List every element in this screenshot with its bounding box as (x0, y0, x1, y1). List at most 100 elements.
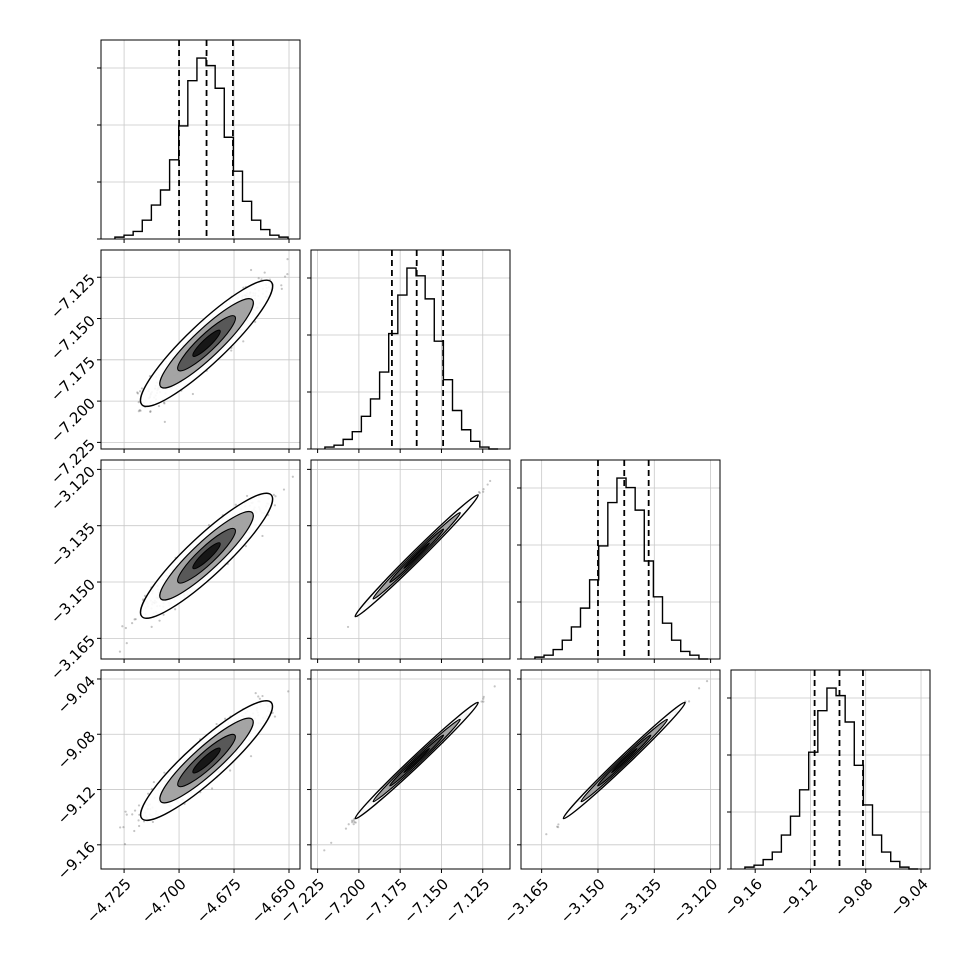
panel-frame (100, 459, 301, 660)
y-tick-label: −7.125 (47, 271, 99, 323)
sample-point (493, 685, 496, 688)
sample-point (118, 650, 122, 653)
x-tick-label: −3.120 (669, 875, 721, 927)
sample-point (254, 320, 257, 323)
y-tick-label: −9.16 (54, 838, 99, 883)
sample-point (141, 598, 145, 601)
sample-point (133, 809, 137, 812)
x-tick-label: −7.200 (318, 875, 370, 927)
sample-point (139, 409, 142, 412)
sample-point (261, 534, 264, 538)
x-tick-label: −7.150 (400, 875, 452, 927)
sample-point (280, 284, 283, 287)
sample-point (136, 391, 139, 394)
sample-point (97, 433, 99, 435)
sample-point (151, 820, 154, 824)
sample-point (478, 491, 481, 494)
contour-level (403, 542, 431, 569)
y-tick-label: −7.175 (47, 353, 99, 405)
density (97, 257, 289, 435)
panel-frame (310, 249, 511, 450)
sample-point (138, 408, 141, 412)
contour-level (611, 747, 638, 774)
sample-point (210, 787, 214, 790)
sample-point (323, 849, 326, 852)
sample-point (480, 700, 483, 703)
panel-frame (100, 39, 301, 240)
x-tick-label: −7.175 (359, 875, 411, 927)
panel-frame (100, 249, 301, 450)
sample-point (545, 833, 548, 836)
x-tick-label: −9.16 (721, 875, 766, 920)
sample-point (150, 625, 153, 628)
contour-level (403, 747, 431, 774)
y-tick-label: −7.150 (47, 312, 99, 364)
sample-point (136, 392, 140, 395)
sample-point (344, 827, 348, 830)
sample-point (291, 475, 294, 478)
sample-point (207, 523, 211, 527)
scatter-panel-4-2 (307, 669, 511, 873)
sample-point (131, 813, 134, 816)
sample-point (351, 819, 354, 822)
sample-point (121, 625, 124, 628)
sample-point (138, 390, 142, 393)
sample-point (273, 504, 276, 507)
sample-point (698, 687, 701, 690)
density (545, 679, 709, 836)
sample-point (137, 401, 140, 404)
sample-point (249, 268, 253, 272)
sample-point (353, 820, 356, 824)
x-tick-label: −9.12 (776, 875, 821, 920)
sample-point (557, 826, 560, 829)
density (119, 690, 290, 846)
sample-point (280, 287, 283, 290)
panel-frame (520, 669, 721, 870)
sample-point (477, 490, 481, 494)
sample-point (263, 271, 266, 274)
sample-point (131, 621, 134, 625)
sample-point (286, 272, 289, 276)
sample-point (260, 278, 263, 281)
sample-point (273, 715, 277, 718)
x-tick-label: −7.125 (442, 875, 494, 927)
sample-point (158, 619, 161, 622)
x-tick-label: −3.165 (500, 875, 552, 927)
sample-point (282, 488, 286, 491)
sample-point (242, 340, 245, 343)
contour-level (192, 747, 221, 774)
sample-point (272, 493, 275, 496)
sample-point (257, 695, 260, 698)
sample-point (162, 613, 165, 616)
histogram-bars (744, 687, 919, 870)
contour-level (192, 542, 221, 570)
sample-point (134, 618, 137, 621)
sample-point (125, 813, 128, 816)
histogram-bars (114, 57, 289, 239)
sample-point (556, 825, 559, 828)
sample-point (346, 625, 350, 629)
y-tick-label: −9.12 (54, 783, 99, 828)
sample-point (143, 594, 147, 598)
sample-point (482, 490, 485, 493)
sample-point (191, 392, 194, 396)
sample-point (489, 479, 492, 483)
sample-point (124, 810, 127, 813)
y-tick-label: −3.135 (47, 519, 99, 571)
sample-point (138, 824, 141, 828)
y-tick-label: −9.08 (54, 728, 99, 773)
panel-frame (100, 669, 301, 870)
x-tick-label: −4.700 (138, 875, 190, 927)
panel-frame (310, 669, 511, 870)
sample-point (163, 771, 166, 774)
sample-point (229, 769, 232, 772)
histogram-panel-3 (517, 459, 721, 663)
density (323, 685, 496, 852)
sample-point (137, 819, 140, 822)
sample-point (152, 780, 155, 784)
sample-point (249, 755, 253, 758)
sample-point (119, 826, 122, 829)
sample-point (274, 495, 277, 498)
sample-point (244, 545, 247, 548)
